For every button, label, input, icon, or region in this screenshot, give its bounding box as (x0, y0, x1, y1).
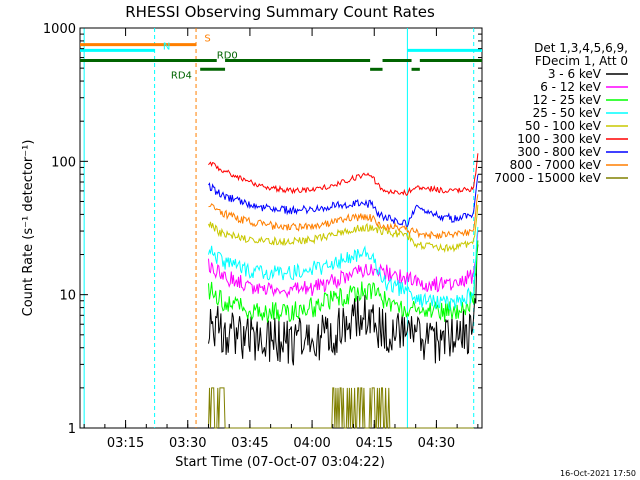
flag-label-n: N (163, 41, 170, 52)
series-line-25to50kev (208, 226, 479, 311)
x-tick-label-1: 03:30 (169, 436, 206, 451)
x-tick-label-4: 04:15 (356, 436, 393, 451)
legend-label-6: 300 - 800 keV (517, 145, 601, 159)
series-line-800to7000kev (208, 194, 479, 240)
chart-title: RHESSI Observing Summary Count Rates (125, 3, 435, 21)
legend-header-line-1: Det 1,3,4,5,6,9, (534, 41, 628, 55)
x-tick-label-3: 04:00 (293, 436, 330, 451)
data-marks: S N RD0 RD4 (80, 28, 482, 429)
plot-area (79, 27, 483, 429)
x-axis-label: Start Time (07-Oct-07 03:04:22) (175, 455, 385, 470)
y-tick-label-0: 1 (68, 422, 76, 437)
legend-label-5: 100 - 300 keV (517, 132, 601, 146)
legend-header-line-2: FDecim 1, Att 0 (535, 54, 628, 68)
legend-label-1: 6 - 12 keV (540, 80, 602, 94)
series-line-3to6kev (208, 244, 479, 366)
plot-frame (79, 27, 483, 429)
series-line-6to12kev (208, 230, 479, 299)
y-axis-label: Count Rate (s⁻¹ detector⁻¹) (21, 140, 36, 317)
timestamp: 16-Oct-2021 17:50 (560, 469, 636, 478)
series-line-12to25kev (208, 240, 479, 323)
series-line-100to300kev (208, 153, 479, 197)
y-tick-label-1: 10 (59, 289, 76, 304)
legend: Det 1,3,4,5,6,9, FDecim 1, Att 0 3 - 6 k… (494, 41, 628, 185)
legend-label-7: 800 - 7000 keV (510, 158, 602, 172)
x-tick-label-0: 03:15 (107, 436, 144, 451)
legend-label-3: 25 - 50 keV (533, 106, 602, 120)
legend-label-0: 3 - 6 keV (548, 67, 602, 81)
series-line-7000to15000kev (208, 387, 478, 429)
axes: 03:15 03:30 03:45 04:00 04:15 04:30 1 10 100 1000 (43, 22, 482, 451)
flag-label-rd4: RD4 (171, 70, 192, 81)
y-tick-label-3: 1000 (43, 22, 76, 37)
flag-label-s: S (204, 34, 210, 45)
series-line-300to800kev (208, 174, 479, 228)
x-tick-label-2: 03:45 (231, 436, 268, 451)
legend-label-4: 50 - 100 keV (525, 119, 602, 133)
y-tick-label-2: 100 (51, 155, 76, 170)
flag-label-rd0: RD0 (217, 51, 238, 62)
x-tick-label-5: 04:30 (418, 436, 455, 451)
legend-label-2: 12 - 25 keV (533, 93, 602, 107)
legend-label-8: 7000 - 15000 keV (494, 171, 601, 185)
series-line-50to100kev (208, 204, 479, 254)
